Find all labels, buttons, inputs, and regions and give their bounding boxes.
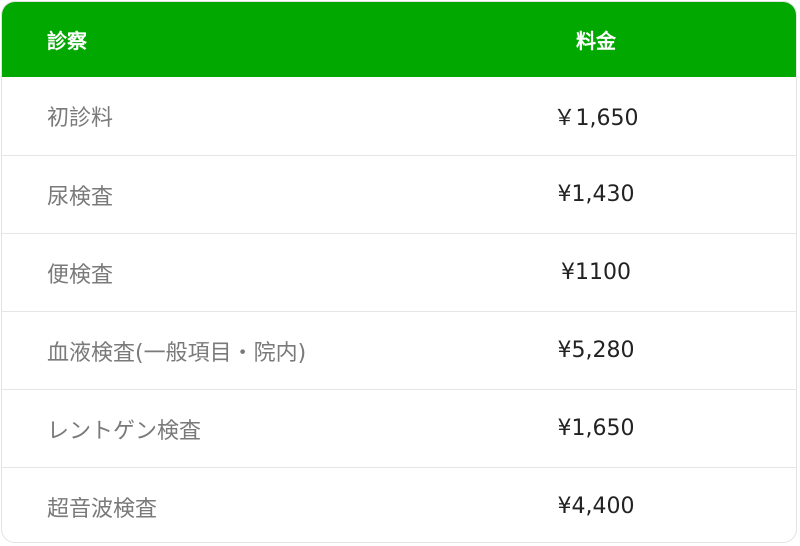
- table-row: 初診料 ￥1,650: [2, 77, 796, 155]
- table-row: 超音波検査 ¥4,400: [2, 467, 796, 542]
- exam-name: 便検査: [47, 262, 114, 288]
- exam-name: 超音波検査: [47, 496, 158, 522]
- exam-price: ¥4,400: [557, 494, 635, 519]
- table-row: 便検査 ¥1100: [2, 233, 796, 311]
- exam-name: 血液検査(一般項目・院内): [47, 340, 307, 366]
- exam-price: ￥1,650: [553, 106, 639, 131]
- exam-price: ¥1100: [561, 260, 631, 285]
- exam-name: 尿検査: [47, 184, 114, 210]
- table-row: 尿検査 ¥1,430: [2, 155, 796, 233]
- header-fee: 料金: [576, 29, 616, 53]
- table-row: レントゲン検査 ¥1,650: [2, 389, 796, 467]
- table-header: 診察 料金: [2, 2, 796, 77]
- header-exam: 診察: [47, 29, 87, 53]
- exam-price: ¥1,650: [557, 416, 635, 441]
- table-row: 血液検査(一般項目・院内) ¥5,280: [2, 311, 796, 389]
- exam-name: レントゲン検査: [47, 418, 202, 444]
- exam-name: 初診料: [47, 106, 114, 131]
- exam-price: ¥5,280: [557, 338, 635, 363]
- exam-price: ¥1,430: [557, 182, 635, 207]
